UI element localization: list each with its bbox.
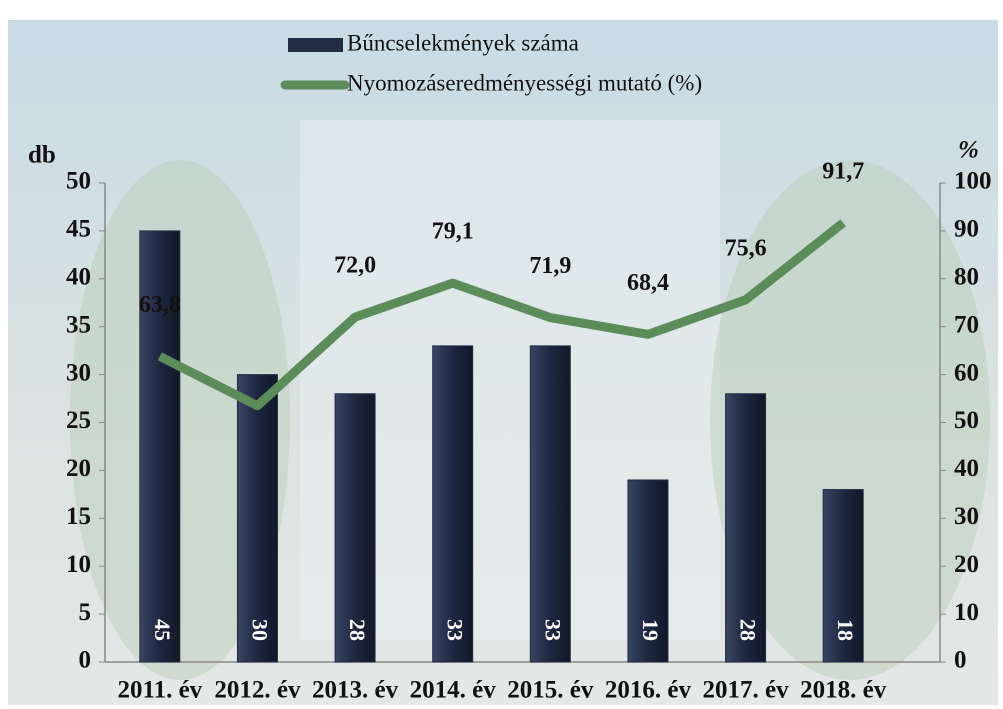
bar [530, 346, 570, 662]
y2-axis-label: % [958, 137, 979, 164]
bar-value-label: 30 [247, 619, 272, 641]
line-value-label: 63,8 [139, 292, 181, 318]
y-tick-label: 40 [66, 264, 91, 291]
y-tick-label: 25 [66, 407, 91, 434]
x-tick-label: 2011. év [117, 677, 202, 704]
legend-label: Nyomozáseredményességi mutató (%) [347, 70, 702, 95]
y-axis-label: db [28, 142, 56, 169]
bar-value-label: 19 [638, 619, 663, 641]
y-tick-label: 35 [66, 311, 91, 338]
x-tick-label: 2015. év [507, 677, 594, 704]
y-tick-label: 50 [66, 168, 91, 195]
bar-value-label: 33 [443, 619, 468, 641]
y-tick-label: 0 [79, 647, 92, 674]
x-tick-label: 2014. év [410, 677, 497, 704]
y-tick-label: 30 [66, 359, 91, 386]
bar-value-label: 18 [833, 619, 858, 641]
y-tick-label: 10 [66, 551, 91, 578]
x-tick-label: 2012. év [214, 677, 301, 704]
x-tick-label: 2016. év [605, 677, 692, 704]
line-value-label: 68,4 [627, 270, 669, 296]
y2-tick-label: 10 [954, 599, 979, 626]
y-tick-label: 45 [66, 216, 91, 243]
y2-tick-label: 20 [954, 551, 979, 578]
bar-value-label: 28 [736, 619, 761, 641]
line-value-label: 75,6 [725, 235, 767, 261]
line-value-label: 71,9 [529, 253, 571, 279]
x-tick-label: 2017. év [703, 677, 790, 704]
chart: db % 0 5 10 15 20 25 30 35 40 45 50 0 10 20 30 40 50 60 70… [0, 0, 1003, 709]
y-tick-label: 20 [66, 455, 91, 482]
line-value-label: 79,1 [432, 219, 474, 245]
bar-value-label: 28 [345, 619, 370, 641]
y2-tick-label: 0 [954, 647, 967, 674]
y-tick-label: 5 [79, 599, 92, 626]
x-tick-label: 2013. év [312, 677, 399, 704]
y2-tick-label: 50 [954, 407, 979, 434]
legend-label: Bűncselekmények száma [347, 30, 579, 55]
y2-tick-label: 70 [954, 311, 979, 338]
bar-value-label: 33 [540, 619, 565, 641]
y2-tick-label: 30 [954, 503, 979, 530]
y2-tick-label: 60 [954, 359, 979, 386]
bar-value-label: 45 [150, 619, 175, 641]
y2-tick-label: 90 [954, 216, 979, 243]
bar [433, 346, 473, 662]
y2-tick-label: 80 [954, 264, 979, 291]
x-tick-label: 2018. év [800, 677, 887, 704]
y-tick-label: 15 [66, 503, 91, 530]
line-value-label: 72,0 [334, 253, 376, 279]
legend-swatch [288, 38, 343, 52]
y2-tick-label: 40 [954, 455, 979, 482]
line-value-label: 91,7 [822, 158, 864, 184]
y2-tick-label: 100 [954, 168, 992, 195]
